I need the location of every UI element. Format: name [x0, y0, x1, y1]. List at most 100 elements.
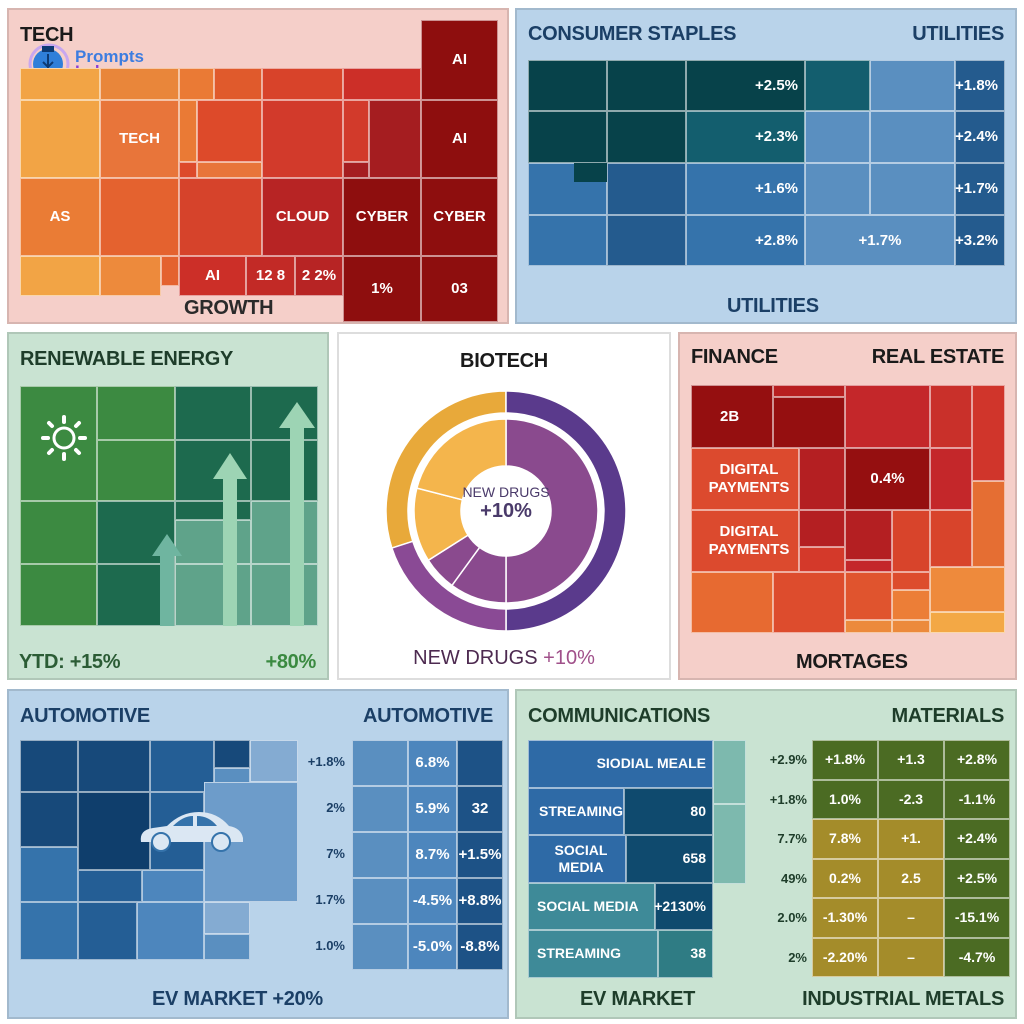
auto-grid-cell[interactable] — [352, 924, 408, 970]
auto-cell[interactable] — [20, 902, 78, 960]
energy-cell[interactable] — [175, 386, 251, 440]
auto-grid-cell-value[interactable]: -8.8% — [457, 924, 503, 970]
auto-cell[interactable] — [78, 902, 137, 960]
energy-cell[interactable] — [20, 501, 97, 564]
tech-cell[interactable] — [197, 100, 262, 162]
staples-cell[interactable] — [805, 60, 870, 111]
tech-cell-value[interactable]: 1% — [343, 256, 421, 322]
auto-grid-cell[interactable] — [352, 786, 408, 832]
materials-cell[interactable]: -1.30% — [812, 898, 878, 938]
tech-cell[interactable] — [20, 68, 100, 100]
auto-cell[interactable] — [137, 902, 204, 960]
staples-cell[interactable] — [528, 60, 607, 111]
tech-cell[interactable] — [343, 162, 369, 178]
auto-cell[interactable] — [204, 902, 250, 934]
finance-cell[interactable] — [845, 572, 892, 620]
tech-cell[interactable] — [161, 256, 179, 286]
tech-cell[interactable] — [100, 68, 179, 100]
finance-cell-value[interactable]: 0.4% — [845, 448, 930, 510]
finance-cell[interactable] — [972, 385, 1005, 481]
finance-cell[interactable] — [845, 560, 892, 572]
materials-cell[interactable]: 1.0% — [812, 779, 878, 819]
tech-cell-as[interactable]: AS — [20, 178, 100, 256]
tech-cell[interactable] — [343, 68, 421, 100]
finance-cell[interactable] — [892, 590, 930, 620]
auto-grid-cell-value[interactable] — [457, 740, 503, 786]
tech-cell[interactable] — [197, 162, 262, 178]
materials-cell[interactable]: -4.7% — [944, 937, 1010, 977]
auto-grid-cell-value[interactable]: 6.8% — [408, 740, 457, 786]
finance-cell[interactable] — [972, 481, 1005, 567]
tech-cell[interactable] — [20, 100, 100, 178]
materials-cell[interactable]: +1.3 — [878, 740, 944, 780]
materials-cell[interactable]: +2.4% — [944, 819, 1010, 859]
finance-cell[interactable] — [773, 385, 845, 397]
staples-cell[interactable] — [528, 215, 607, 266]
finance-cell[interactable] — [691, 572, 773, 633]
auto-grid-cell[interactable] — [352, 740, 408, 786]
finance-cell-2b[interactable]: 2B — [691, 385, 773, 448]
materials-cell[interactable]: +2.8% — [944, 740, 1010, 780]
finance-cell[interactable] — [799, 448, 845, 510]
materials-cell[interactable]: – — [878, 898, 944, 938]
auto-cell[interactable] — [78, 740, 150, 792]
comm-side-cell[interactable] — [713, 740, 746, 804]
energy-cell[interactable] — [251, 386, 318, 440]
energy-cell[interactable] — [97, 386, 175, 440]
materials-cell[interactable]: +2.5% — [944, 858, 1010, 898]
auto-grid-cell-value[interactable]: 32 — [457, 786, 503, 832]
staples-cell[interactable] — [870, 111, 955, 163]
staples-cell[interactable] — [607, 215, 686, 266]
staples-cell-value[interactable]: +2.3% — [686, 111, 805, 163]
materials-cell[interactable]: +1.8% — [812, 740, 878, 780]
comm-label-cell[interactable]: STREAMING — [528, 930, 658, 978]
finance-cell[interactable] — [773, 572, 845, 633]
finance-cell[interactable] — [773, 397, 845, 448]
tech-cell-ai[interactable]: AI — [421, 100, 498, 178]
tech-cell[interactable] — [179, 68, 214, 100]
tech-cell[interactable] — [369, 100, 421, 178]
finance-cell[interactable] — [845, 385, 930, 448]
staples-cell[interactable] — [607, 163, 686, 215]
staples-cell[interactable] — [870, 163, 955, 215]
materials-cell[interactable]: 2.5 — [878, 858, 944, 898]
tech-cell[interactable] — [343, 100, 369, 162]
tech-cell[interactable] — [100, 178, 179, 256]
auto-cell[interactable] — [78, 792, 150, 870]
materials-cell[interactable]: 7.8% — [812, 819, 878, 859]
finance-cell[interactable] — [930, 385, 972, 448]
finance-cell-digital-payments[interactable]: DIGITAL PAYMENTS — [691, 510, 799, 572]
auto-cell[interactable] — [78, 870, 142, 902]
auto-grid-cell[interactable] — [352, 878, 408, 924]
finance-cell[interactable] — [845, 620, 892, 633]
materials-cell[interactable]: 0.2% — [812, 858, 878, 898]
staples-cell-value[interactable]: +1.6% — [686, 163, 805, 215]
tech-cell[interactable] — [20, 256, 100, 296]
staples-cell[interactable] — [607, 60, 686, 111]
outer-slice-purple[interactable] — [390, 540, 507, 632]
tech-cell[interactable] — [214, 68, 262, 100]
auto-grid-cell-value[interactable]: -4.5% — [408, 878, 457, 924]
finance-cell[interactable] — [892, 620, 930, 633]
materials-cell[interactable]: -2.20% — [812, 937, 878, 977]
energy-cell[interactable] — [251, 564, 318, 626]
auto-grid-cell-value[interactable]: 5.9% — [408, 786, 457, 832]
auto-cell[interactable] — [214, 740, 250, 768]
tech-cell[interactable] — [179, 162, 197, 178]
staples-cell[interactable] — [607, 111, 686, 163]
auto-cell[interactable] — [142, 870, 204, 902]
finance-cell[interactable] — [930, 567, 1005, 612]
tech-cell-value[interactable]: 2 2% — [295, 256, 343, 296]
materials-cell[interactable]: -15.1% — [944, 898, 1010, 938]
tech-cell-cyber[interactable]: CYBER — [421, 178, 498, 256]
tech-cell-cloud[interactable]: CLOUD — [262, 178, 343, 256]
finance-cell[interactable] — [930, 448, 972, 510]
auto-grid-cell-value[interactable]: 8.7% — [408, 832, 457, 878]
auto-cell[interactable] — [204, 934, 250, 960]
tech-cell-value[interactable]: 12 8 — [246, 256, 295, 296]
tech-cell[interactable] — [100, 256, 161, 296]
finance-cell[interactable] — [799, 510, 845, 547]
comm-label-cell[interactable]: SOCIAL MEDIA — [528, 835, 626, 883]
comm-value-cell[interactable]: 80 — [624, 787, 713, 835]
staples-cell-value[interactable]: +1.8% — [955, 60, 1005, 111]
